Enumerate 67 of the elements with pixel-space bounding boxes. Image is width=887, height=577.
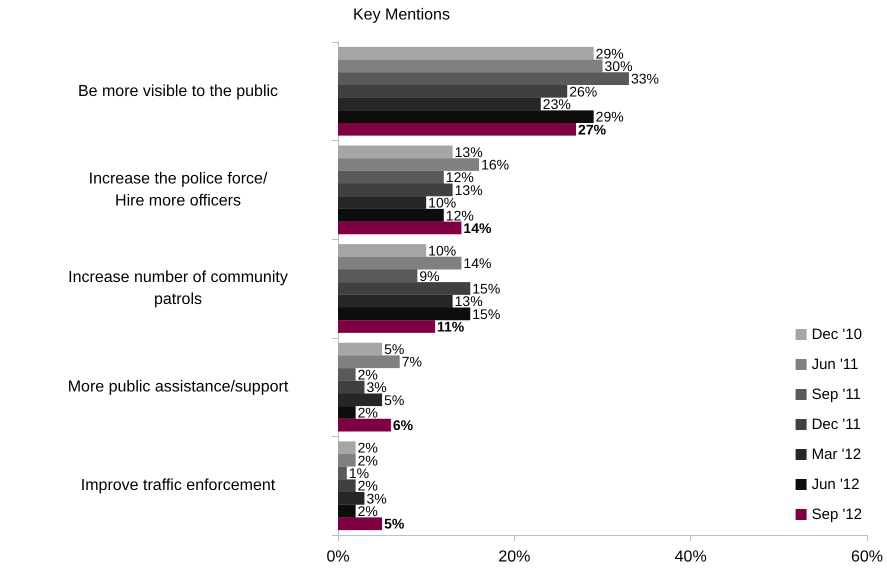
data-label: 16% [481, 156, 510, 173]
bar [338, 256, 462, 270]
bar [338, 441, 356, 454]
bar [338, 269, 418, 282]
data-label: 5% [384, 341, 404, 358]
data-label: 5% [384, 392, 404, 408]
bar [338, 466, 347, 480]
data-label: 5% [384, 516, 405, 532]
bar [338, 122, 576, 136]
y-tick-label: More public assistance/support [68, 378, 289, 396]
legend-label: Dec '10 [812, 326, 862, 343]
bar [338, 184, 453, 196]
bar [338, 170, 444, 184]
bar [338, 355, 400, 368]
y-tick-label: Increase the police force/ Hire more officers [88, 170, 268, 210]
legend-label: Dec '11 [812, 416, 861, 433]
legend-label: Jun '11 [812, 356, 858, 373]
data-label: 13% [454, 144, 483, 160]
x-tick-label: 20% [498, 548, 530, 566]
x-tick-label: 0% [326, 548, 350, 566]
bar [338, 492, 364, 505]
bar [338, 158, 480, 171]
data-label: 2% [358, 404, 378, 420]
bar [338, 504, 356, 518]
bar [338, 84, 568, 98]
bar [338, 380, 364, 394]
data-label: 14% [463, 255, 492, 272]
bar [338, 146, 453, 158]
legend-label: Mar '12 [812, 446, 862, 463]
bar [338, 282, 470, 295]
bar [338, 517, 382, 530]
data-label: 26% [569, 83, 598, 100]
bar [338, 196, 426, 209]
data-label: 11% [436, 318, 465, 335]
bar [338, 110, 594, 123]
bar [338, 308, 470, 320]
y-tick-label: Increase number of community patrols [68, 269, 288, 308]
bar [338, 60, 602, 72]
bar [338, 244, 426, 257]
data-label: 33% [630, 70, 659, 87]
bar [338, 72, 629, 85]
chart-subtitle: Key Mentions [353, 6, 450, 24]
x-tick-label: 40% [674, 548, 707, 566]
bar [338, 342, 382, 356]
bar [338, 208, 444, 222]
bar [338, 98, 541, 110]
bar [338, 222, 462, 234]
x-tick-label: 60% [850, 548, 884, 566]
data-label: 10% [428, 242, 456, 258]
data-label: 7% [402, 354, 422, 370]
bar [338, 294, 453, 308]
bar [338, 454, 356, 467]
y-tick-label: Improve traffic enforcement [80, 477, 276, 494]
bar [338, 418, 391, 432]
legend-label: Sep '12 [812, 506, 862, 523]
bar [338, 320, 435, 333]
legend-label: Sep '11 [812, 386, 861, 403]
legend-label: Jun '12 [812, 476, 860, 493]
bar [338, 393, 382, 406]
bar [338, 46, 594, 60]
data-label: 6% [392, 417, 414, 434]
bar [338, 406, 356, 419]
data-label: 23% [542, 96, 571, 112]
bar [338, 368, 356, 381]
bar [338, 479, 356, 492]
data-label: 9% [419, 268, 440, 284]
y-tick-label: Be more visible to the public [78, 82, 278, 100]
